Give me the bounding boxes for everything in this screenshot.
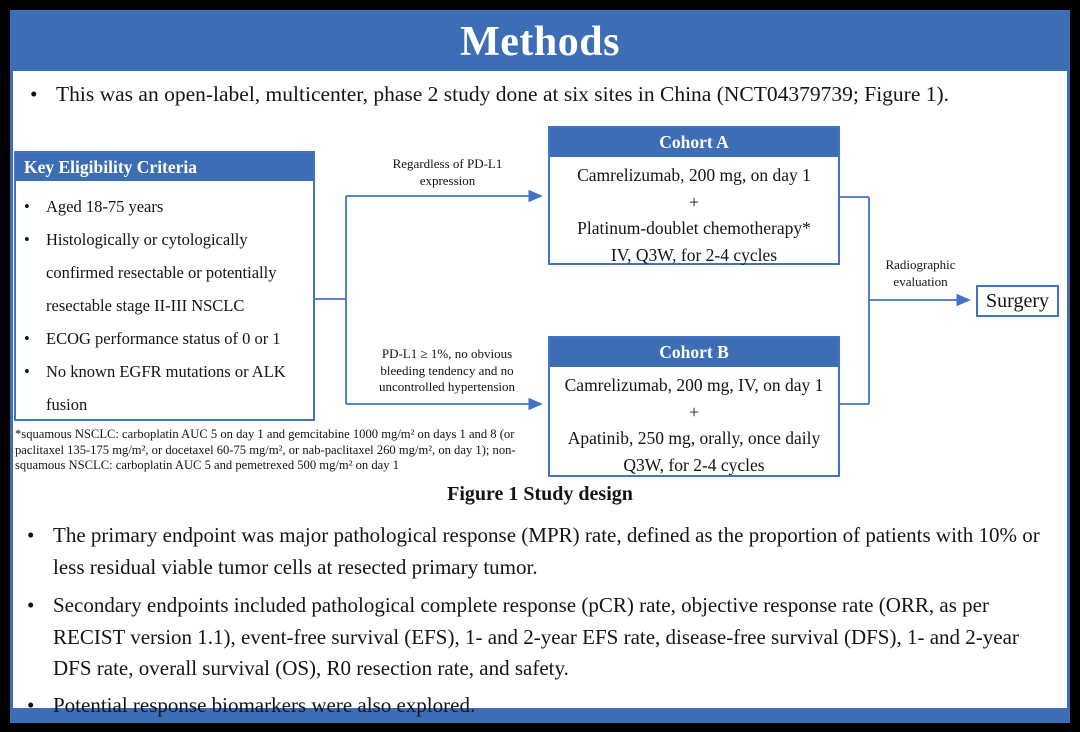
eligibility-item-text: ECOG performance status of 0 or 1 xyxy=(46,329,281,348)
eligibility-item-text: Histologically or cytologically confirme… xyxy=(46,230,277,315)
cohort-a-header: Cohort A xyxy=(550,128,838,157)
eligibility-item: No known EGFR mutations or ALK fusion xyxy=(24,355,309,421)
bullet-marker xyxy=(24,355,46,388)
cohort-b-header-text: Cohort B xyxy=(659,342,729,362)
bullet-marker xyxy=(24,223,46,256)
eligibility-item: ECOG performance status of 0 or 1 xyxy=(24,322,309,355)
biomarker-bullet: Potential response biomarkers were also … xyxy=(27,690,1045,722)
cohort-a-line: Camrelizumab, 200 mg, on day 1 xyxy=(577,165,811,185)
cohort-a-header-text: Cohort A xyxy=(659,132,729,152)
figure-caption: Figure 1 Study design xyxy=(447,483,633,505)
cohort-b-box: Cohort B Camrelizumab, 200 mg, IV, on da… xyxy=(548,336,840,477)
cohort-b-line: + xyxy=(689,401,699,422)
bullet-marker xyxy=(24,322,46,355)
bullet-text: Secondary endpoints included pathologica… xyxy=(53,593,1019,680)
radiographic-evaluation-label: Radiographic evaluation xyxy=(885,257,956,289)
branch-label-top: Regardless of PD-L1 expression xyxy=(392,156,503,188)
bullet-text: The primary endpoint was major pathologi… xyxy=(53,523,1040,579)
intro-bullet-row: This was an open-label, multicenter, pha… xyxy=(30,81,1050,109)
bullet-marker xyxy=(24,190,46,223)
cohort-b-header: Cohort B xyxy=(550,338,838,367)
page-title: Methods xyxy=(460,19,620,65)
bullet-marker xyxy=(27,590,53,622)
eligibility-box: Key Eligibility Criteria Aged 18-75 year… xyxy=(14,151,315,421)
eligibility-list: Aged 18-75 years Histologically or cytol… xyxy=(16,181,313,421)
cohort-a-box: Cohort A Camrelizumab, 200 mg, on day 1 … xyxy=(548,126,840,265)
surgery-label: Surgery xyxy=(986,289,1049,312)
study-footnote: *squamous NSCLC: carboplatin AUC 5 on da… xyxy=(15,427,516,473)
eligibility-header-text: Key Eligibility Criteria xyxy=(24,156,198,177)
intro-bullet-text: This was an open-label, multicenter, pha… xyxy=(56,82,950,106)
endpoint-bullet-secondary: Secondary endpoints included pathologica… xyxy=(27,590,1045,685)
footer-band xyxy=(13,708,1067,720)
bullet-text: Potential response biomarkers were also … xyxy=(53,693,476,717)
cohort-b-line: Apatinib, 250 mg, orally, once daily xyxy=(567,428,821,448)
cohort-a-line: IV, Q3W, for 2-4 cycles xyxy=(610,244,778,265)
bullet-marker xyxy=(30,81,56,109)
cohort-a-body: Camrelizumab, 200 mg, on day 1 + Platinu… xyxy=(550,157,838,268)
cohort-b-line: Q3W, for 2-4 cycles xyxy=(623,454,765,475)
cohort-a-line: + xyxy=(689,191,699,212)
bullet-marker xyxy=(27,690,53,722)
cohort-b-line: Camrelizumab, 200 mg, IV, on day 1 xyxy=(564,375,824,395)
eligibility-item-text: Aged 18-75 years xyxy=(46,197,164,216)
eligibility-item-text: No known EGFR mutations or ALK fusion xyxy=(46,362,286,414)
surgery-box: Surgery xyxy=(976,285,1059,317)
eligibility-item: Histologically or cytologically confirme… xyxy=(24,223,309,322)
title-band: Methods xyxy=(13,13,1067,71)
branch-label-bottom: PD-L1 ≥ 1%, no obvious bleeding tendency… xyxy=(378,346,516,395)
eligibility-item: Aged 18-75 years xyxy=(24,190,309,223)
eligibility-header: Key Eligibility Criteria xyxy=(16,153,313,181)
cohort-a-line: Platinum-doublet chemotherapy* xyxy=(577,218,811,238)
cohort-b-body: Camrelizumab, 200 mg, IV, on day 1 + Apa… xyxy=(550,367,838,478)
bullet-marker xyxy=(27,520,53,552)
endpoint-bullet-primary: The primary endpoint was major pathologi… xyxy=(27,520,1045,583)
